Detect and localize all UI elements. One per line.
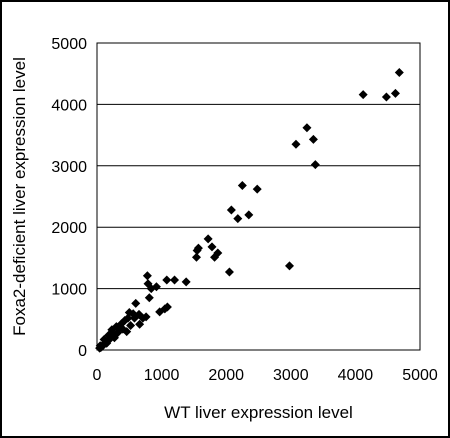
data-point [310,160,320,170]
y-tick-label: 2000 [51,220,87,237]
data-point [302,123,312,133]
point-layer [95,67,404,353]
data-point [126,320,136,330]
data-point [358,90,368,100]
y-tick-label: 5000 [51,36,87,53]
data-point [210,252,220,262]
x-tick-label: 0 [93,367,102,384]
data-point [308,134,318,144]
data-point [233,214,243,224]
data-point [226,205,236,215]
data-point [162,275,172,285]
data-point [142,271,152,281]
y-tick-label: 4000 [51,97,87,114]
y-tick-label: 0 [78,343,87,360]
plot-frame [96,42,421,351]
data-point [192,246,202,256]
data-point [143,279,153,289]
y-axis-title: Foxa2-deficient liver expression level [10,57,29,336]
data-point [394,67,404,77]
x-tick-label: 5000 [402,367,438,384]
tick-layer: 0 1000 2000 3000 4000 5000 0 1000 2000 3000 4000 50… [51,36,437,384]
data-point [144,293,154,303]
data-point [381,92,391,102]
data-point [155,307,165,317]
data-point [285,261,295,271]
data-point [252,184,262,194]
data-point [237,180,247,190]
data-point [181,277,191,287]
y-tick-label: 3000 [51,159,87,176]
data-point [191,252,201,262]
x-tick-label: 1000 [144,367,180,384]
x-tick-label: 4000 [338,367,374,384]
data-point [291,139,301,149]
x-axis-title: WT liver expression level [164,403,353,422]
data-point [170,275,180,285]
data-point [244,210,254,220]
data-point [390,88,400,98]
x-tick-label: 2000 [208,367,244,384]
data-point [135,319,145,329]
data-point [131,298,141,308]
data-point [95,343,105,353]
y-tick-label: 1000 [51,282,87,299]
x-tick-label: 3000 [273,367,309,384]
data-point [224,267,234,277]
data-point [203,234,213,244]
data-point [207,242,217,252]
